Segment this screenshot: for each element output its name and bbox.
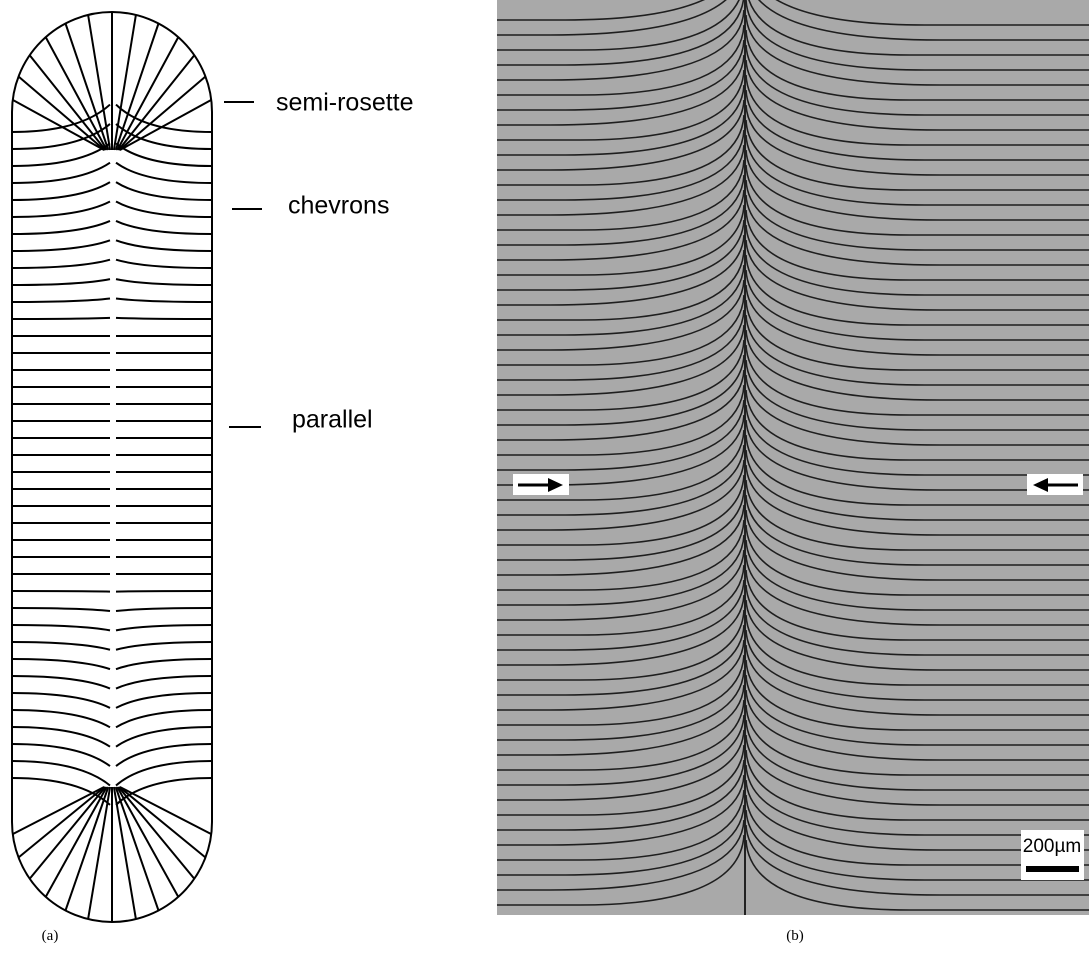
rosette-line <box>119 787 195 879</box>
stripe <box>12 625 110 630</box>
rosette-line <box>120 100 211 150</box>
rosette-line <box>120 787 206 858</box>
stripe <box>116 279 212 285</box>
stripe <box>116 591 212 592</box>
rosette-line <box>30 787 106 879</box>
stripe <box>116 318 212 319</box>
rosette-line <box>19 77 105 151</box>
stripe <box>12 182 110 200</box>
stripe <box>12 659 110 669</box>
stripe <box>116 625 212 630</box>
stripe <box>12 221 110 234</box>
panel-label-a: (a) <box>42 928 59 944</box>
stripe <box>116 182 212 200</box>
stripe <box>116 143 212 166</box>
stripe <box>12 202 110 217</box>
stripe <box>116 710 212 727</box>
stripe <box>12 710 110 727</box>
stripe <box>12 298 110 302</box>
rosette-line <box>13 100 104 150</box>
stripe <box>116 298 212 302</box>
stripe <box>116 659 212 669</box>
label-chevrons: chevrons <box>288 192 389 220</box>
stripe <box>12 279 110 285</box>
arrow-left <box>513 474 569 495</box>
arrow-right <box>1027 474 1083 495</box>
panel-label-b: (b) <box>786 928 804 944</box>
label-semi-rosette: semi-rosette <box>276 89 414 117</box>
rosette-line <box>19 787 105 858</box>
rosette-line <box>120 77 206 151</box>
stripe <box>12 591 110 592</box>
rosette-line <box>119 55 195 150</box>
rosette-line <box>120 787 211 834</box>
stripe <box>116 240 212 251</box>
stripe <box>12 240 110 251</box>
stripe <box>12 143 110 166</box>
stripe <box>12 608 110 611</box>
stripe <box>116 693 212 708</box>
rosette-line <box>88 787 110 919</box>
stripe <box>116 260 212 268</box>
stripe <box>12 693 110 708</box>
stripe <box>116 642 212 650</box>
rosette-line <box>88 15 110 150</box>
stripe <box>116 221 212 234</box>
micrograph-panel <box>497 0 1089 915</box>
stripe <box>12 260 110 268</box>
label-parallel: parallel <box>292 406 373 434</box>
stripe <box>12 642 110 650</box>
stripe <box>116 676 212 689</box>
scale-bar: 200µm <box>1021 830 1084 880</box>
schematic-panel <box>12 12 212 922</box>
rosette-line <box>13 787 104 834</box>
stripe <box>12 318 110 319</box>
stripe <box>116 744 212 766</box>
figure: semi-rosette chevrons parallel 200µm (a)… <box>0 0 1089 953</box>
rosette-line <box>30 55 106 150</box>
stripe <box>12 676 110 689</box>
stripe <box>116 202 212 217</box>
scale-bar-label: 200µm <box>1023 836 1081 857</box>
rosette-line <box>114 787 136 919</box>
stripe <box>12 744 110 766</box>
stripe <box>116 608 212 611</box>
